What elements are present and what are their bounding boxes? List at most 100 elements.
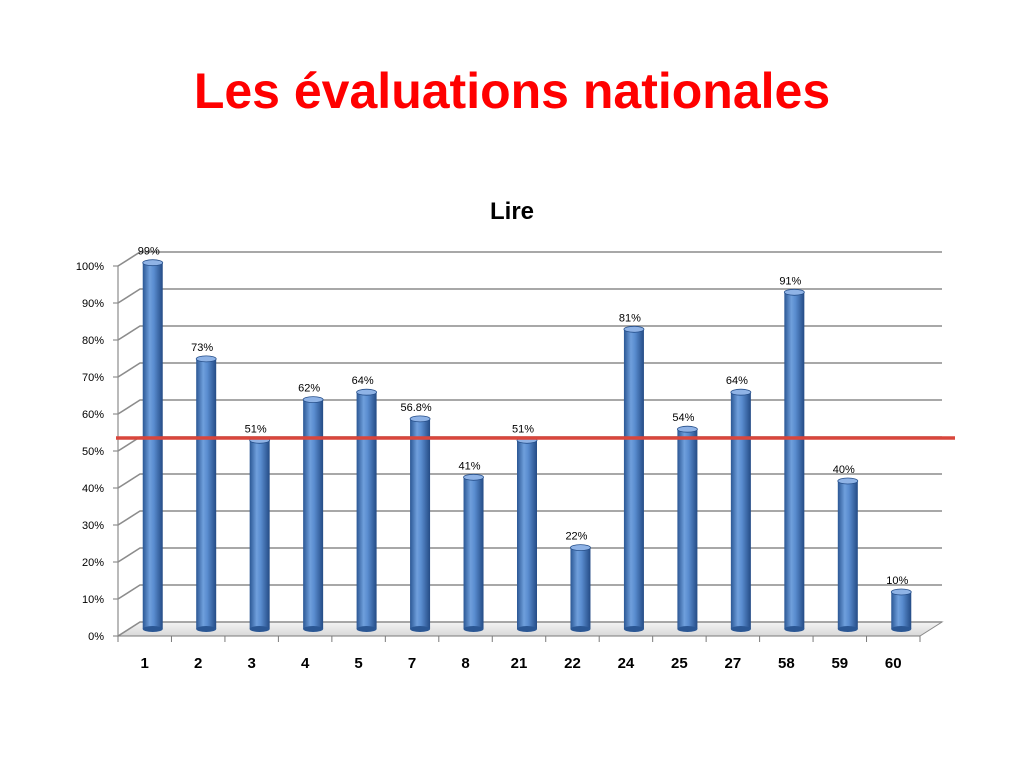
bar-base <box>249 626 270 632</box>
bar-base <box>891 626 912 632</box>
bar <box>356 388 378 632</box>
x-tick-label: 27 <box>725 655 742 672</box>
bar-body <box>517 440 537 629</box>
data-label: 64% <box>352 375 374 387</box>
bar-top <box>783 288 805 296</box>
bar-top <box>570 544 591 551</box>
data-label: 81% <box>619 312 641 324</box>
y-tick-label: 30% <box>82 520 104 532</box>
bar <box>783 288 805 632</box>
data-label: 91% <box>779 275 801 287</box>
bar-base <box>730 626 751 632</box>
x-tick-label: 2 <box>194 655 202 672</box>
bar <box>142 259 164 632</box>
bar-base <box>623 626 644 632</box>
y-tick-label: 0% <box>88 631 104 643</box>
bar-top <box>302 396 324 404</box>
data-label: 99% <box>138 246 160 258</box>
bar-top <box>142 259 164 267</box>
bar <box>730 388 752 632</box>
bar-body <box>837 481 858 629</box>
x-tick-label: 8 <box>461 655 469 672</box>
bar-body <box>463 477 484 629</box>
x-tick-label: 60 <box>885 655 902 672</box>
bar <box>249 436 271 632</box>
gridline <box>117 251 942 267</box>
x-tick-label: 4 <box>301 655 310 672</box>
bar-body <box>249 440 270 629</box>
x-tick-label: 21 <box>511 655 528 672</box>
y-tick-label: 70% <box>82 372 104 384</box>
x-tick-label: 24 <box>618 655 635 672</box>
bar-top <box>837 477 859 485</box>
y-tick-label: 90% <box>82 298 104 310</box>
bar-base <box>677 626 698 632</box>
bar <box>516 436 538 632</box>
bar-body <box>410 418 431 629</box>
bar-body <box>142 262 163 629</box>
bar <box>890 588 912 632</box>
y-tick-label: 80% <box>82 335 104 347</box>
data-label: 40% <box>833 464 855 476</box>
bar-base <box>837 626 858 632</box>
data-label: 10% <box>886 575 908 587</box>
bar-top <box>677 425 698 433</box>
gridline <box>117 547 942 563</box>
gridline <box>117 473 942 489</box>
bar-body <box>303 399 324 629</box>
bar-top <box>890 588 912 596</box>
gridline <box>117 288 942 304</box>
slide-title: Les évaluations nationales <box>193 63 831 119</box>
data-label: 41% <box>459 460 481 472</box>
bar-base <box>142 626 163 632</box>
bar-body <box>784 292 805 629</box>
y-tick-label: 40% <box>82 483 104 495</box>
y-tick-label: 50% <box>82 446 104 458</box>
x-tick-label: 59 <box>831 655 848 672</box>
x-tick-label: 1 <box>141 655 149 672</box>
bar <box>463 473 484 632</box>
x-tick-label: 22 <box>564 655 581 672</box>
x-tick-label: 7 <box>408 655 416 672</box>
bar <box>677 425 698 632</box>
gridline <box>117 584 942 600</box>
x-tick-label: 25 <box>671 655 688 672</box>
gridline <box>117 510 942 526</box>
bar-base <box>356 626 377 632</box>
bar-base <box>196 626 217 632</box>
bar-top <box>356 388 378 396</box>
bar <box>623 325 645 632</box>
data-label: 56.8% <box>400 402 431 414</box>
data-label: 51% <box>512 423 534 435</box>
bar-top <box>730 388 752 396</box>
chart-title: Lire <box>489 198 534 225</box>
gridline <box>117 325 942 341</box>
bar-base <box>517 626 537 632</box>
bar-base <box>303 626 324 632</box>
x-tick-label: 58 <box>778 655 795 672</box>
bar-body <box>891 592 912 629</box>
data-label: 64% <box>726 375 748 387</box>
bar-body <box>570 547 591 629</box>
gridline <box>117 362 942 378</box>
x-tick-label: 5 <box>354 655 362 672</box>
data-label: 51% <box>245 423 267 435</box>
y-tick-label: 60% <box>82 409 104 421</box>
bar-body <box>677 429 698 629</box>
bar-base <box>784 626 805 632</box>
bar <box>195 355 217 632</box>
bar-top <box>463 473 484 481</box>
bar-body <box>356 392 377 629</box>
gridline <box>117 399 942 415</box>
bar-base <box>410 626 431 632</box>
y-tick-label: 100% <box>76 261 104 273</box>
data-label: 73% <box>191 342 213 354</box>
bar-body <box>623 329 644 629</box>
bar-base <box>570 626 591 632</box>
data-label: 54% <box>672 412 694 424</box>
bar-body <box>730 392 751 629</box>
bar-base <box>463 626 484 632</box>
bar-top <box>195 355 217 363</box>
bar-body <box>196 358 217 629</box>
